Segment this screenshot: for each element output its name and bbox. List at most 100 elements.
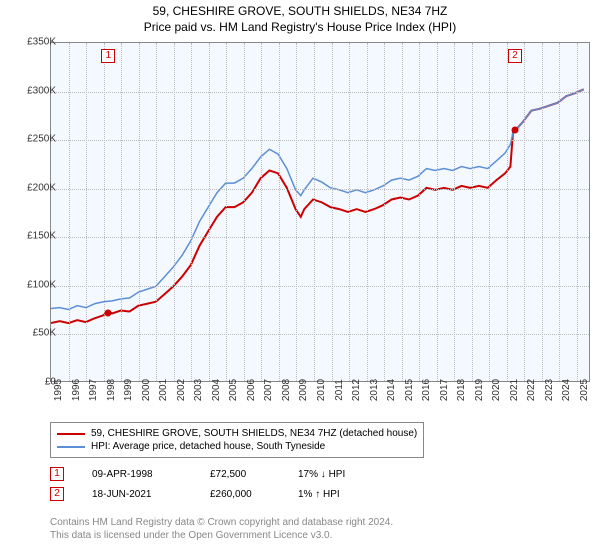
sales-table: 109-APR-1998£72,50017% ↓ HPI218-JUN-2021… <box>50 464 378 504</box>
footer-line1: Contains HM Land Registry data © Crown c… <box>50 516 393 529</box>
grid-line-v <box>384 43 385 381</box>
x-axis-tick-label: 2004 <box>211 379 222 401</box>
sale-point-dot <box>511 127 518 134</box>
grid-line-h <box>51 189 589 190</box>
grid-line-v <box>104 43 105 381</box>
grid-line-h <box>51 286 589 287</box>
x-axis-tick-label: 2011 <box>334 379 345 401</box>
series-line-hpi <box>51 89 584 309</box>
x-axis-tick-label: 2013 <box>369 379 380 401</box>
grid-line-v <box>261 43 262 381</box>
grid-line-v <box>437 43 438 381</box>
grid-line-v <box>314 43 315 381</box>
x-axis-tick-label: 2001 <box>158 379 169 401</box>
grid-line-v <box>419 43 420 381</box>
footer-attribution: Contains HM Land Registry data © Crown c… <box>50 516 393 542</box>
legend-swatch <box>57 433 85 435</box>
x-axis-tick-label: 1998 <box>106 379 117 401</box>
x-axis-tick-label: 1999 <box>123 379 134 401</box>
chart-title-address: 59, CHESHIRE GROVE, SOUTH SHIELDS, NE34 … <box>0 0 600 18</box>
y-axis-tick-label: £200K <box>27 182 56 193</box>
grid-line-v <box>174 43 175 381</box>
sale-diff-vs-hpi: 1% ↑ HPI <box>298 489 378 500</box>
x-axis-tick-label: 2017 <box>439 379 450 401</box>
x-axis-tick-label: 2009 <box>298 379 309 401</box>
x-axis-tick-label: 2006 <box>246 379 257 401</box>
grid-line-v <box>524 43 525 381</box>
x-axis-tick-label: 2007 <box>263 379 274 401</box>
chart-container: 59, CHESHIRE GROVE, SOUTH SHIELDS, NE34 … <box>0 0 600 560</box>
grid-line-v <box>559 43 560 381</box>
sale-marker-flag: 1 <box>101 49 115 63</box>
x-axis-tick-label: 2016 <box>421 379 432 401</box>
sale-row: 218-JUN-2021£260,0001% ↑ HPI <box>50 484 378 504</box>
y-axis-tick-label: £250K <box>27 134 56 145</box>
x-axis-tick-label: 2024 <box>561 379 572 401</box>
grid-line-v <box>349 43 350 381</box>
legend-swatch <box>57 446 85 448</box>
grid-line-v <box>296 43 297 381</box>
grid-line-h <box>51 334 589 335</box>
grid-line-v <box>156 43 157 381</box>
y-axis-tick-label: £50K <box>33 328 56 339</box>
y-axis-tick-label: £100K <box>27 279 56 290</box>
sale-price: £72,500 <box>210 469 270 480</box>
grid-line-v <box>472 43 473 381</box>
chart-svg <box>51 43 589 381</box>
x-axis-tick-label: 2003 <box>193 379 204 401</box>
x-axis-tick-label: 2002 <box>176 379 187 401</box>
x-axis-tick-label: 2019 <box>474 379 485 401</box>
sale-date: 09-APR-1998 <box>92 469 182 480</box>
x-axis-tick-label: 2000 <box>141 379 152 401</box>
sale-row: 1 09-APR-1998 £72,500 17% ↓ HPI <box>50 464 378 484</box>
legend-box: 59, CHESHIRE GROVE, SOUTH SHIELDS, NE34 … <box>50 422 424 458</box>
grid-line-v <box>577 43 578 381</box>
plot-area: 12 <box>50 42 590 382</box>
x-axis-tick-label: 1997 <box>88 379 99 401</box>
x-axis-tick-label: 1995 <box>53 379 64 401</box>
grid-line-v <box>279 43 280 381</box>
x-axis-tick-label: 1996 <box>71 379 82 401</box>
x-axis-tick-label: 2018 <box>456 379 467 401</box>
grid-line-v <box>209 43 210 381</box>
grid-line-v <box>226 43 227 381</box>
sale-diff-vs-hpi: 17% ↓ HPI <box>298 469 378 480</box>
grid-line-v <box>244 43 245 381</box>
x-axis-tick-label: 2005 <box>228 379 239 401</box>
x-axis-tick-label: 2008 <box>281 379 292 401</box>
y-axis-tick-label: £300K <box>27 85 56 96</box>
legend-row: HPI: Average price, detached house, Sout… <box>57 440 417 453</box>
sale-point-dot <box>105 309 112 316</box>
grid-line-v <box>69 43 70 381</box>
sale-row-marker: 1 <box>50 467 64 481</box>
legend-label: HPI: Average price, detached house, Sout… <box>91 441 325 452</box>
x-axis-tick-label: 2025 <box>579 379 590 401</box>
sale-price: £260,000 <box>210 489 270 500</box>
grid-line-v <box>542 43 543 381</box>
grid-line-v <box>454 43 455 381</box>
series-line-property <box>51 89 584 323</box>
grid-line-v <box>402 43 403 381</box>
y-axis-tick-label: £350K <box>27 37 56 48</box>
x-axis-tick-label: 2014 <box>386 379 397 401</box>
chart-subtitle: Price paid vs. HM Land Registry's House … <box>0 18 600 38</box>
grid-line-v <box>507 43 508 381</box>
x-axis-tick-label: 2012 <box>351 379 362 401</box>
x-axis-tick-label: 2010 <box>316 379 327 401</box>
footer-line2: This data is licensed under the Open Gov… <box>50 529 393 542</box>
grid-line-v <box>367 43 368 381</box>
x-axis-tick-label: 2015 <box>404 379 415 401</box>
x-axis-tick-label: 2023 <box>544 379 555 401</box>
grid-line-v <box>332 43 333 381</box>
y-axis-tick-label: £150K <box>27 231 56 242</box>
grid-line-v <box>191 43 192 381</box>
x-axis-tick-label: 2020 <box>491 379 502 401</box>
grid-line-v <box>121 43 122 381</box>
legend-label: 59, CHESHIRE GROVE, SOUTH SHIELDS, NE34 … <box>91 428 417 439</box>
x-axis-tick-label: 2021 <box>509 379 520 401</box>
sale-date: 18-JUN-2021 <box>92 489 182 500</box>
grid-line-v <box>489 43 490 381</box>
grid-line-h <box>51 92 589 93</box>
grid-line-h <box>51 237 589 238</box>
grid-line-h <box>51 140 589 141</box>
